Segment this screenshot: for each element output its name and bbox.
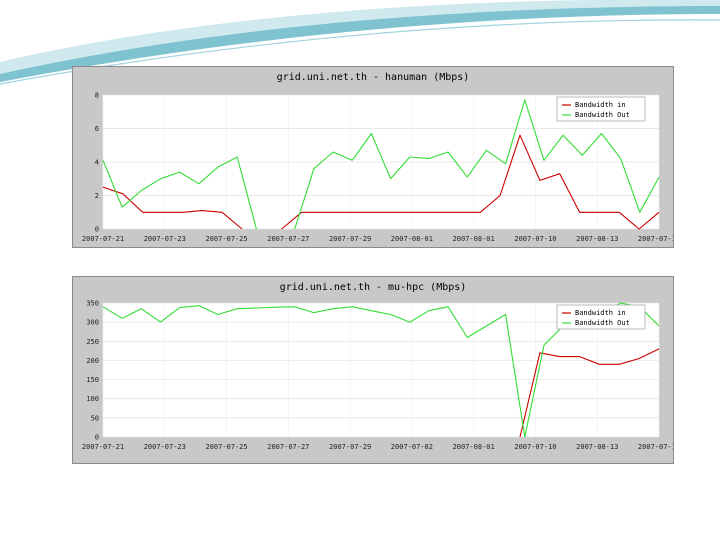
- x-tick-label: 2007-07-27: [267, 443, 309, 451]
- y-tick-label: 2: [95, 192, 99, 200]
- x-tick-label: 2007-07-29: [329, 443, 371, 451]
- x-tick-label: 2007-07-23: [144, 443, 186, 451]
- x-tick-label: 2007-07-10: [514, 443, 556, 451]
- x-tick-label: 2007-08-01: [453, 235, 495, 243]
- legend-label-out: Bandwidth Out: [575, 319, 630, 327]
- y-tick-label: 0: [95, 226, 99, 234]
- x-tick-label: 2007-07-23: [144, 235, 186, 243]
- x-tick-label: 2007-07-25: [205, 235, 247, 243]
- legend: Bandwidth in Bandwidth Out: [556, 304, 646, 330]
- y-tick-label: 250: [86, 338, 99, 346]
- y-tick-label: 300: [86, 319, 99, 327]
- series-line-bandwidth-in: [102, 134, 660, 230]
- y-tick-labels: 0 50 100 150 200 250 300 350: [86, 300, 99, 442]
- y-tick-label: 6: [95, 125, 99, 133]
- y-tick-label: 350: [86, 300, 99, 308]
- legend: Bandwidth in Bandwidth Out: [556, 96, 646, 122]
- x-tick-label: 2007-08-13: [576, 443, 618, 451]
- legend-box: [556, 96, 646, 122]
- series-lines: [102, 99, 660, 230]
- x-tick-label: 2007-07-21: [82, 235, 124, 243]
- legend-box: [556, 304, 646, 330]
- legend-label-in: Bandwidth in: [575, 309, 626, 317]
- chart-mu-hpc: grid.uni.net.th - mu-hpc (Mbps) 0 50 100 15…: [82, 282, 673, 451]
- x-tick-labels: 2007-07-21 2007-07-23 2007-07-25 2007-07-27…: [82, 235, 673, 243]
- series-line-bandwidth-in: [519, 348, 660, 438]
- legend-label-in: Bandwidth in: [575, 101, 626, 109]
- grid-lines: [102, 94, 660, 230]
- y-tick-label: 100: [86, 395, 99, 403]
- x-tick-label: 2007-07-21: [82, 443, 124, 451]
- x-tick-label: 2007-08-01: [453, 443, 495, 451]
- x-tick-labels: 2007-07-21 2007-07-23 2007-07-25 2007-07-27…: [82, 443, 673, 451]
- x-tick-label: 2007-08-13: [576, 235, 618, 243]
- x-tick-label: 2007-07-19: [638, 235, 673, 243]
- y-tick-label: 150: [86, 376, 99, 384]
- chart-title: grid.uni.net.th - hanuman (Mbps): [277, 72, 470, 83]
- deco-wave-teal: [0, 6, 720, 82]
- chart-panel-hanuman: grid.uni.net.th - hanuman (Mbps) 0 2 4 6 8 2…: [72, 66, 674, 248]
- legend-label-out: Bandwidth Out: [575, 111, 630, 119]
- x-tick-label: 2007-07-10: [514, 235, 556, 243]
- x-tick-label: 2007-07-25: [205, 443, 247, 451]
- series-line-bandwidth-out: [102, 99, 660, 230]
- chart-panel-mu-hpc: grid.uni.net.th - mu-hpc (Mbps) 0 50 100 15…: [72, 276, 674, 464]
- y-tick-labels: 0 2 4 6 8: [95, 92, 99, 234]
- x-tick-label: 2007-07-27: [267, 235, 309, 243]
- y-tick-label: 200: [86, 357, 99, 365]
- x-tick-label: 2007-08-01: [391, 235, 433, 243]
- y-tick-label: 8: [95, 92, 99, 100]
- y-tick-label: 4: [95, 159, 99, 167]
- y-tick-label: 50: [91, 414, 99, 422]
- y-tick-label: 0: [95, 434, 99, 442]
- chart-hanuman: grid.uni.net.th - hanuman (Mbps) 0 2 4 6 8 2…: [82, 72, 673, 243]
- x-tick-label: 2007-07-19: [638, 443, 673, 451]
- x-tick-label: 2007-07-02: [391, 443, 433, 451]
- x-tick-label: 2007-07-29: [329, 235, 371, 243]
- chart-title: grid.uni.net.th - mu-hpc (Mbps): [280, 282, 467, 293]
